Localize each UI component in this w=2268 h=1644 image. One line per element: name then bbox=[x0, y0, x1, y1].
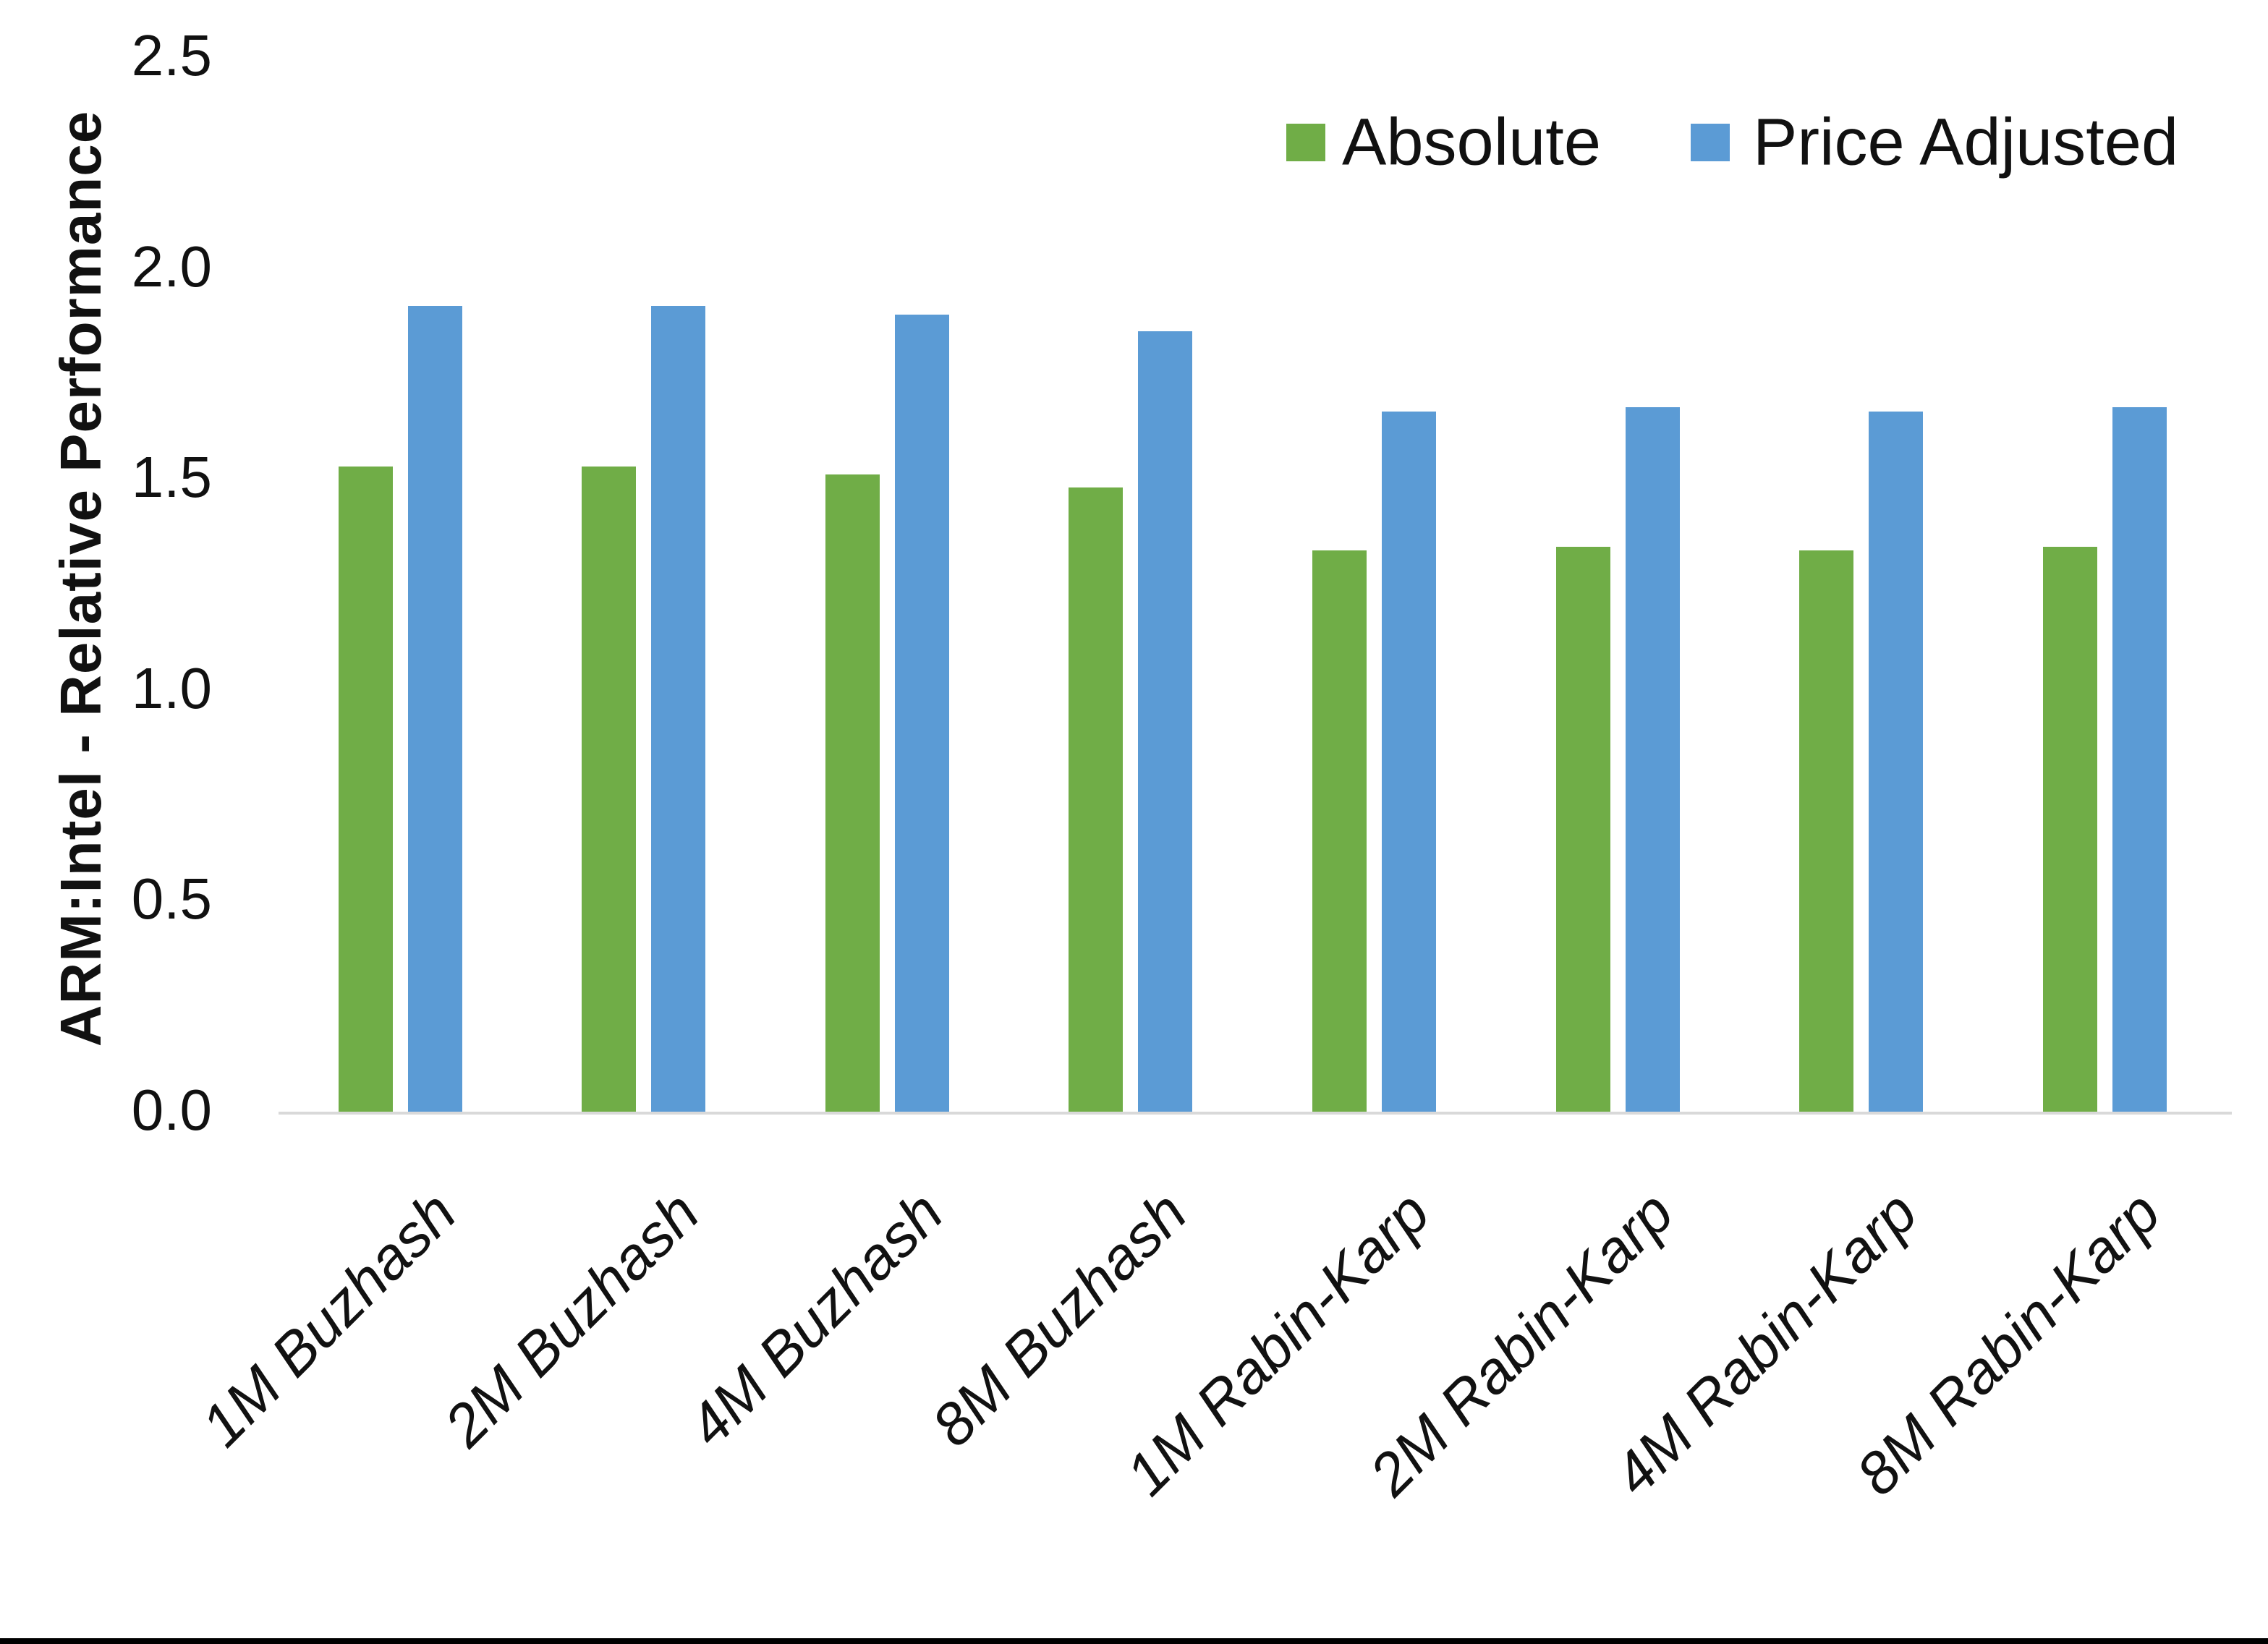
x-axis-line bbox=[279, 1112, 2232, 1115]
bar-price-adjusted-4m-buzhash bbox=[895, 315, 949, 1112]
bar-price-adjusted-8m-rabin-karp bbox=[2112, 407, 2167, 1112]
x-label-1m-buzhash: 1M Buzhash bbox=[188, 1179, 469, 1460]
bar-absolute-1m-rabin-karp bbox=[1312, 550, 1367, 1112]
bar-absolute-2m-rabin-karp bbox=[1556, 547, 1610, 1112]
y-tick-label-1.5: 1.5 bbox=[131, 445, 212, 510]
bottom-border bbox=[0, 1638, 2268, 1644]
bar-price-adjusted-1m-rabin-karp bbox=[1382, 412, 1436, 1112]
legend-label-absolute: Absolute bbox=[1342, 105, 1602, 179]
bar-absolute-2m-buzhash bbox=[582, 467, 636, 1112]
bar-absolute-4m-buzhash bbox=[825, 474, 880, 1112]
y-tick-label-2.5: 2.5 bbox=[131, 23, 212, 88]
bar-price-adjusted-2m-rabin-karp bbox=[1626, 407, 1680, 1112]
x-label-4m-buzhash: 4M Buzhash bbox=[676, 1179, 956, 1460]
y-tick-label-1.0: 1.0 bbox=[131, 655, 212, 720]
bar-price-adjusted-2m-buzhash bbox=[651, 306, 705, 1112]
bar-price-adjusted-8m-buzhash bbox=[1138, 331, 1192, 1112]
x-label-2m-buzhash: 2M Buzhash bbox=[432, 1179, 713, 1460]
y-axis-title: ARM:Intel - Relative Performance bbox=[48, 110, 113, 1047]
bar-absolute-8m-rabin-karp bbox=[2043, 547, 2097, 1112]
y-tick-label-2.0: 2.0 bbox=[131, 234, 212, 299]
bar-price-adjusted-1m-buzhash bbox=[408, 306, 462, 1112]
bar-absolute-8m-buzhash bbox=[1069, 487, 1123, 1112]
y-tick-label-0.5: 0.5 bbox=[131, 866, 212, 932]
bar-price-adjusted-4m-rabin-karp bbox=[1869, 412, 1923, 1112]
legend-label-price-adjusted: Price Adjusted bbox=[1753, 105, 2179, 179]
y-tick-label-0.0: 0.0 bbox=[131, 1078, 212, 1142]
bar-absolute-4m-rabin-karp bbox=[1799, 550, 1853, 1112]
bar-absolute-1m-buzhash bbox=[339, 467, 393, 1112]
legend-swatch-absolute bbox=[1286, 124, 1325, 161]
legend-swatch-price-adjusted bbox=[1691, 124, 1730, 161]
